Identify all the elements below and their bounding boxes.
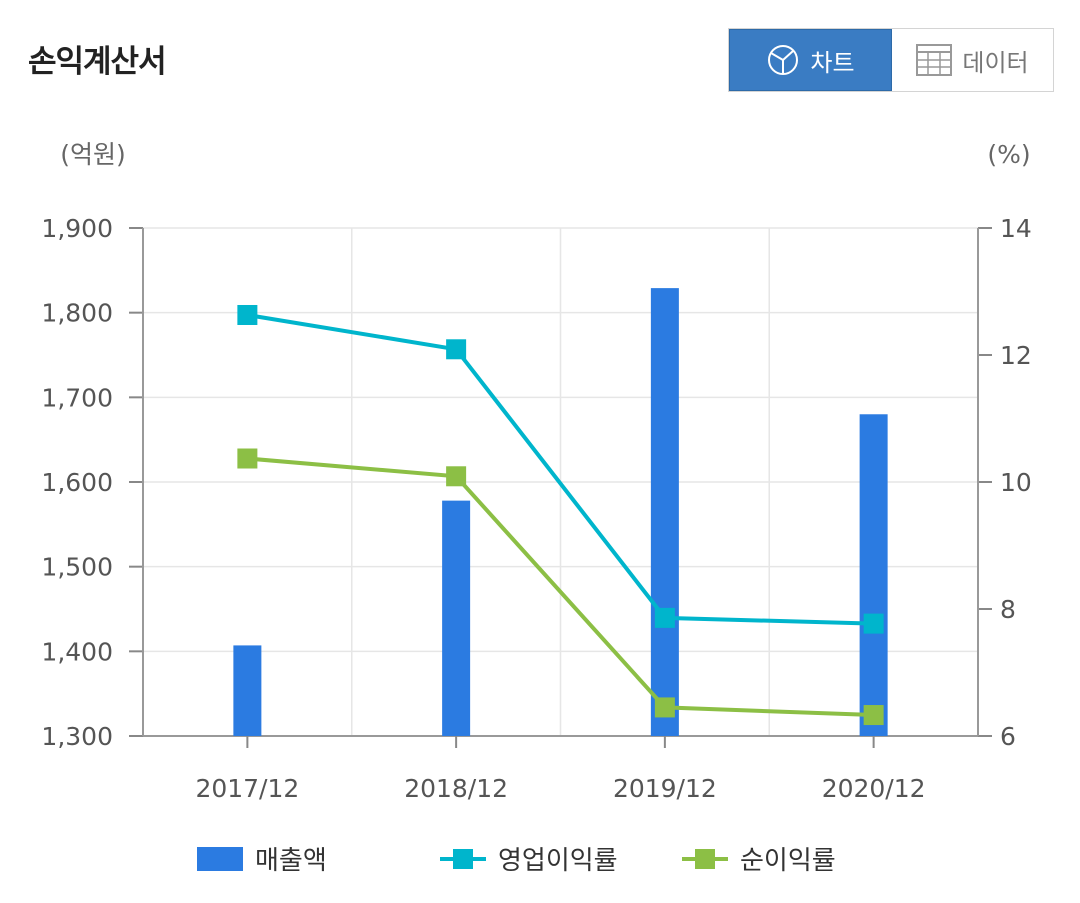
net-margin-point (654, 697, 675, 718)
left-tick-label: 1,300 (41, 722, 113, 751)
right-tick-label: 12 (1000, 341, 1032, 370)
operating-margin-line (247, 313, 874, 626)
right-tick-label: 14 (1000, 214, 1032, 243)
bar-revenue (650, 288, 679, 736)
operating-margin-point (654, 607, 675, 628)
pie-chart-icon (766, 43, 800, 77)
left-axis-unit: (억원) (60, 140, 126, 169)
legend-label: 영업이익률 (498, 846, 618, 876)
operating-margin-point (446, 339, 467, 360)
view-toggle: 차트 데이터 (728, 28, 1054, 92)
right-tick-label: 6 (1000, 722, 1016, 751)
operating-margin-point (863, 613, 884, 634)
right-axis-unit: (%) (987, 140, 1030, 169)
bar-revenue (233, 645, 262, 736)
left-tick-label: 1,800 (41, 299, 113, 328)
legend-item[interactable]: 순이익률 (682, 840, 836, 877)
data-view-button[interactable]: 데이터 (892, 29, 1053, 91)
data-view-label: 데이터 (962, 48, 1029, 77)
left-tick-label: 1,500 (41, 553, 113, 582)
legend-line-swatch (440, 848, 486, 869)
left-tick-label: 1,600 (41, 468, 113, 497)
x-tick-label: 2017/12 (195, 774, 299, 803)
x-tick-label: 2020/12 (822, 774, 926, 803)
legend-item[interactable]: 매출액 (197, 840, 327, 877)
x-tick-label: 2019/12 (613, 774, 717, 803)
net-margin-point (863, 705, 884, 726)
right-tick-label: 10 (1000, 468, 1032, 497)
chart-legend: 매출액 영업이익률 순이익률 (0, 840, 1080, 884)
x-tick-label: 2018/12 (404, 774, 508, 803)
left-tick-label: 1,700 (41, 383, 113, 412)
net-margin-line (247, 456, 874, 718)
bar-revenue (442, 500, 471, 736)
chart-view-button[interactable]: 차트 (729, 29, 892, 91)
table-icon (916, 44, 953, 76)
legend-item[interactable]: 영업이익률 (440, 840, 618, 877)
operating-margin-point (237, 304, 258, 325)
net-margin-point (446, 466, 467, 487)
left-tick-label: 1,900 (41, 214, 113, 243)
right-tick-label: 8 (1000, 595, 1016, 624)
page-title: 손익계산서 (28, 44, 167, 80)
legend-bar-swatch (197, 846, 243, 871)
left-tick-label: 1,400 (41, 637, 113, 666)
chart-view-label: 차트 (810, 48, 855, 77)
net-margin-point (237, 448, 258, 469)
legend-label: 매출액 (255, 846, 327, 876)
legend-label: 순이익률 (740, 846, 836, 876)
legend-line-swatch (682, 848, 728, 869)
bar-revenue (859, 414, 888, 736)
